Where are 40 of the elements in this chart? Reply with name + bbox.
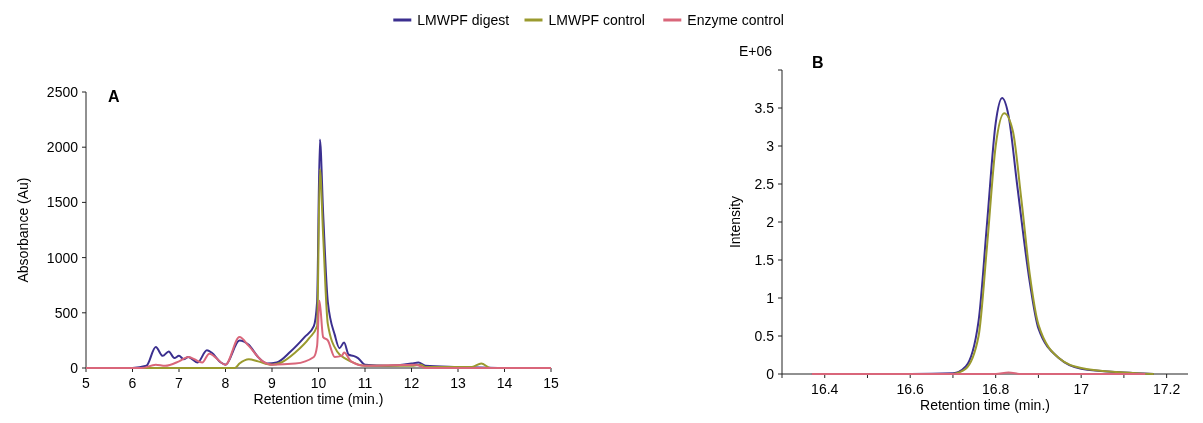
x-axis-title: Retention time (min.) <box>920 397 1050 413</box>
y-tick-label: 2000 <box>46 139 79 156</box>
y-tick-label: 2.5 <box>754 175 775 192</box>
x-tick-label: 16.6 <box>896 381 925 397</box>
x-tick-label: 11 <box>357 375 373 391</box>
x-tick-label: 12 <box>403 375 420 391</box>
y-tick-label: 3 <box>766 137 775 154</box>
y-tick-label: 0 <box>70 359 79 376</box>
x-tick-label: 15 <box>543 375 559 391</box>
x-tick-label: 10 <box>310 375 327 391</box>
y-tick-label: 1500 <box>46 194 79 211</box>
x-tick-label: 14 <box>496 375 513 391</box>
y-tick-label: 0 <box>766 365 775 382</box>
legend-label: LMWPF control <box>548 11 645 28</box>
y-tick-label: 0.5 <box>754 327 775 344</box>
y-axis-title: Intensity <box>727 195 743 249</box>
chart-title: B <box>812 54 824 71</box>
x-tick-label: 9 <box>268 375 277 391</box>
x-axis-title: Retention time (min.) <box>253 391 384 407</box>
y-tick-label: 1000 <box>46 249 79 266</box>
y-tick-label: 1.5 <box>754 251 775 268</box>
x-tick-label: 13 <box>450 375 466 391</box>
x-tick-label: 17 <box>1073 381 1090 397</box>
text: E+06 <box>738 43 773 59</box>
x-tick-label: 8 <box>221 375 230 391</box>
legend-label: Enzyme control <box>687 11 784 28</box>
y-tick-label: 2500 <box>46 83 79 100</box>
y-axis-title: Absorbance (Au) <box>15 177 31 283</box>
x-tick-label: 16.4 <box>811 381 839 397</box>
y-tick-label: 500 <box>54 304 79 321</box>
legend-label: LMWPF digest <box>417 11 510 28</box>
x-tick-label: 5 <box>82 375 91 391</box>
x-tick-label: 6 <box>128 375 137 391</box>
y-tick-label: 1 <box>766 289 775 306</box>
chart-title: A <box>108 88 120 105</box>
x-tick-label: 7 <box>175 375 184 391</box>
y-tick-label: 2 <box>766 213 775 230</box>
x-tick-label: 16.8 <box>982 381 1010 397</box>
y-tick-label: 3.5 <box>754 99 775 116</box>
x-tick-label: 17.2 <box>1153 381 1181 397</box>
